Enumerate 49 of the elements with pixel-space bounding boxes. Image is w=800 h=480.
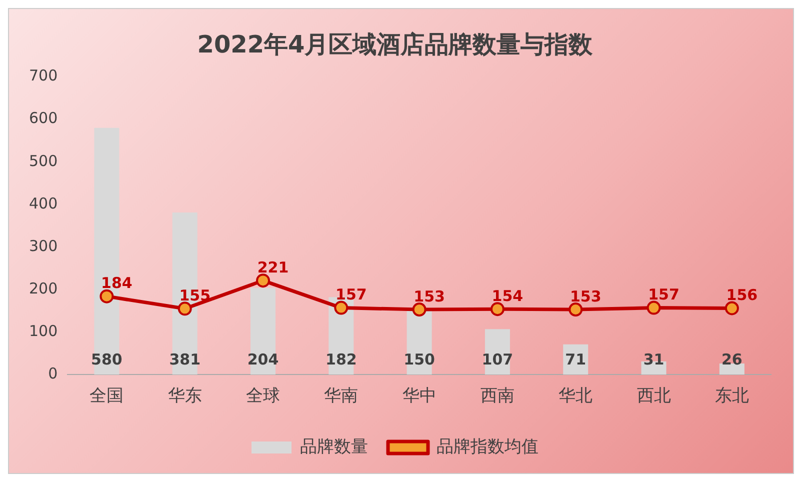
data-label: 31 xyxy=(643,350,664,368)
x-tick-label: 东北 xyxy=(714,386,749,406)
data-label: 182 xyxy=(326,350,357,368)
point xyxy=(412,302,426,317)
data-label: 157 xyxy=(648,286,680,304)
y-tick-label: 200 xyxy=(28,279,58,298)
data-label: 221 xyxy=(257,258,289,276)
bar xyxy=(719,364,744,375)
data-label: 580 xyxy=(91,350,122,368)
point xyxy=(490,302,504,316)
x-tick-label: 华中 xyxy=(402,386,436,406)
y-tick-label: 700 xyxy=(28,66,58,85)
data-label: 153 xyxy=(570,287,602,306)
point xyxy=(100,289,114,304)
bar xyxy=(250,288,276,375)
data-label: 26 xyxy=(721,350,742,368)
point xyxy=(178,302,192,316)
point xyxy=(568,302,583,317)
x-tick-label: 全球 xyxy=(246,386,280,406)
legend-label: 品牌数量 xyxy=(300,436,368,457)
point xyxy=(724,301,739,316)
point xyxy=(334,300,348,315)
data-label: 157 xyxy=(336,286,367,304)
chart-title: 2022年4月区域酒店品牌数量与指数 xyxy=(197,30,594,59)
data-label: 154 xyxy=(492,286,524,305)
x-tick-label: 华北 xyxy=(558,386,593,406)
data-label: 153 xyxy=(414,287,445,306)
data-label: 156 xyxy=(726,286,758,304)
x-tick-label: 西南 xyxy=(480,386,514,406)
y-tick-label: 400 xyxy=(28,194,58,212)
x-tick-label: 全国 xyxy=(90,386,124,406)
x-tick-label: 华南 xyxy=(324,386,358,406)
point xyxy=(256,274,270,288)
data-label: 150 xyxy=(404,350,435,368)
data-label: 155 xyxy=(179,286,211,305)
data-label: 204 xyxy=(247,350,279,368)
legend-label: 品牌指数均值 xyxy=(436,436,538,457)
y-tick-label: 500 xyxy=(28,152,58,170)
y-tick-label: 300 xyxy=(28,236,58,255)
data-label: 381 xyxy=(169,350,201,368)
data-label: 184 xyxy=(101,274,132,292)
y-tick-label: 100 xyxy=(28,322,58,340)
y-tick-label: 0 xyxy=(48,364,58,382)
data-label: 71 xyxy=(565,350,586,368)
x-tick-label: 华东 xyxy=(168,386,202,406)
y-tick-label: 600 xyxy=(28,109,58,128)
x-tick-label: 西北 xyxy=(636,386,671,406)
point xyxy=(646,300,661,315)
data-label: 107 xyxy=(482,350,514,368)
